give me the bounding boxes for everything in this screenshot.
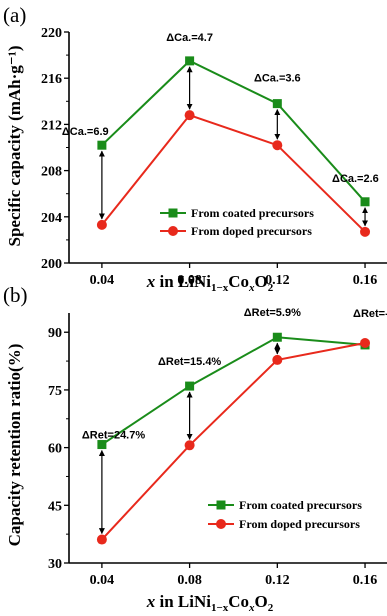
x-tick-label: 0.08 [177, 573, 202, 588]
y-tick-label: 208 [41, 165, 62, 180]
data-point-doped [96, 534, 107, 545]
data-point-coated [97, 140, 107, 150]
y-axis-title-b: Capacity retention ratio(%) [5, 344, 24, 547]
panel-label-a: (a) [3, 3, 26, 27]
y-tick-label: 60 [48, 442, 62, 457]
legend-marker-coated [216, 500, 226, 510]
x-tick-label: 0.16 [353, 573, 378, 588]
legend-label: From coated precursors [239, 498, 362, 512]
data-point-coated [185, 381, 195, 391]
data-point-doped [360, 338, 371, 348]
legend-label: From doped precursors [191, 224, 312, 238]
y-axis-title-a: Specific capacity (mAh·g⁻¹) [5, 45, 24, 246]
data-point-doped [184, 110, 195, 121]
data-point-doped [272, 140, 283, 151]
delta-annotation: ΔCa.=4.7 [166, 32, 213, 44]
delta-annotation: ΔRet=24.7% [82, 430, 145, 442]
series-line-doped [101, 113, 366, 233]
legend-marker-coated [168, 208, 178, 218]
y-tick-label: 90 [48, 326, 62, 341]
y-tick-label: 30 [48, 557, 62, 572]
legend-label: From coated precursors [191, 206, 314, 220]
x-tick-label: 0.04 [90, 273, 115, 288]
data-point-doped [272, 354, 283, 365]
series-line-doped [101, 342, 366, 541]
delta-annotation: ΔCa.=3.6 [254, 73, 301, 85]
y-tick-label: 204 [41, 211, 62, 226]
legend-marker-doped [168, 226, 178, 236]
data-point-coated [185, 56, 195, 66]
data-point-coated [360, 197, 370, 207]
legend-marker-doped [216, 519, 226, 529]
data-point-doped [96, 219, 107, 230]
x-tick-label: 0.12 [265, 273, 290, 288]
y-tick-label: 200 [41, 257, 62, 272]
delta-annotation: ΔCa.=2.6 [332, 173, 379, 185]
delta-annotation: ΔCa.=6.9 [62, 126, 109, 138]
chart-panel-b: 30 45 60 75 90 0.04 0.08 0.12 0.16 ΔRet=24.7% ΔRet… [48, 307, 387, 588]
y-tick-label: 220 [41, 26, 62, 41]
panel-label-b: (b) [3, 283, 28, 307]
x-tick-label: 0.16 [353, 273, 378, 288]
x-tick-label: 0.12 [265, 573, 290, 588]
data-point-coated [97, 440, 107, 450]
data-point-coated [272, 332, 282, 342]
data-point-doped [184, 440, 195, 451]
delta-annotation: ΔRet=-0.5% [353, 308, 387, 320]
x-tick-label: 0.04 [90, 573, 115, 588]
x-axis-title-b: x in LiNi1−xCoxO2 [146, 592, 274, 614]
data-point-coated [272, 99, 282, 109]
y-tick-label: 212 [41, 118, 62, 133]
y-tick-label: 216 [41, 72, 62, 87]
x-axis-title-a: x in LiNi1−xCoxO2 [146, 272, 274, 294]
delta-annotation: ΔRet=5.9% [244, 307, 301, 319]
data-point-doped [360, 226, 371, 237]
series-line-coated [101, 336, 366, 446]
chart-panel-a: 200 204 208 212 216 220 0.04 0.08 0.12 0.16 ΔCa.=6… [41, 26, 387, 288]
x-tick-label: 0.08 [177, 273, 202, 288]
series-line-coated [101, 59, 366, 203]
delta-annotation: ΔRet=15.4% [158, 356, 221, 368]
legend-label: From doped precursors [239, 517, 360, 531]
y-tick-label: 75 [48, 384, 62, 399]
y-tick-label: 45 [48, 499, 62, 514]
